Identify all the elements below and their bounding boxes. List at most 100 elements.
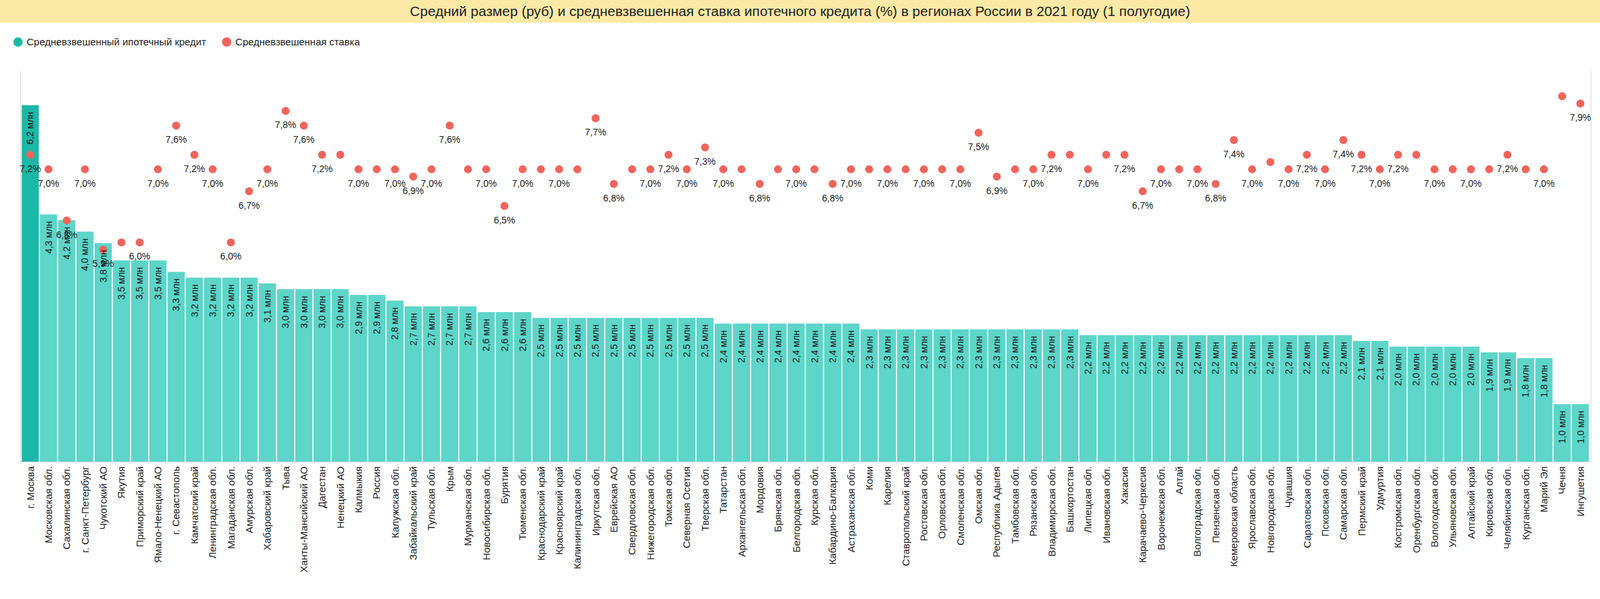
bar-label: 2,7 млн: [408, 312, 419, 346]
x-tick: Забайкальский край: [407, 466, 419, 560]
category-label: Чечня: [1556, 466, 1568, 494]
x-axis-line: [22, 461, 1590, 462]
rate-label: 7,2%: [1296, 163, 1318, 174]
x-tick: Удмуртия: [1374, 466, 1386, 510]
category-label: Брянская обл.: [772, 466, 784, 532]
category-label: Карелия: [881, 466, 893, 506]
rate-dot: [245, 187, 254, 196]
bar-label: 2,4 млн: [845, 330, 856, 363]
rate-dot: [664, 150, 673, 159]
title: Средний размер (руб) и средневзвешенная …: [410, 3, 1190, 19]
x-tick: Липецкая обл.: [1082, 466, 1094, 533]
rate-dot: [1193, 165, 1202, 174]
category-label: Курганская обл.: [1520, 466, 1532, 540]
bar: [1152, 334, 1170, 462]
rate-label: 6,8%: [822, 192, 844, 204]
rate-label: 7,0%: [840, 178, 862, 189]
bar-label: 2,2 млн: [1210, 341, 1221, 374]
rate-label: 7,0%: [950, 178, 972, 189]
x-tick: Калужская обл.: [389, 466, 401, 538]
rate-label: 7,0%: [876, 178, 898, 189]
x-tick: Самарская обл.: [1337, 466, 1349, 540]
bar-label: 2,5 млн: [608, 324, 620, 358]
category-label: Костромская обл.: [1392, 466, 1404, 548]
category-label: Сахалинская обл.: [60, 466, 72, 550]
x-tick: Белгородская обл.: [790, 466, 802, 552]
rate-label: 7,0%: [1424, 178, 1446, 189]
category-label: Вологодская обл.: [1428, 466, 1440, 547]
x-tick: Костромская обл.: [1392, 466, 1404, 548]
category-label: Хабаровский край: [261, 466, 273, 550]
rate-dot: [500, 202, 509, 210]
bar: [477, 312, 495, 462]
rate-dot: [263, 165, 272, 174]
rate-label: 7,4%: [1332, 148, 1354, 160]
bar: [22, 105, 40, 462]
category-label: Липецкая обл.: [1082, 466, 1094, 533]
bar: [1280, 334, 1298, 462]
bar: [496, 312, 514, 462]
bar: [1535, 358, 1553, 462]
rate-label: 6,8%: [1205, 192, 1227, 204]
bar: [459, 306, 477, 462]
rate-dot: [318, 150, 326, 159]
rate-dot: [1248, 165, 1256, 174]
x-tick: Тульская обл.: [425, 466, 437, 530]
x-tick: Ставропольский край: [900, 466, 912, 566]
rate-dot: [1084, 165, 1092, 174]
bar-label: 3,0 млн: [334, 295, 346, 328]
bar: [1006, 329, 1024, 462]
x-tick: Республика Адыгея: [990, 466, 1002, 558]
bar-label: 2,6 млн: [517, 318, 528, 352]
bar: [732, 323, 750, 462]
x-tick: Свердловская обл.: [626, 466, 638, 555]
rate-label: 7,0%: [256, 178, 278, 189]
bar: [1371, 340, 1389, 462]
x-tick: Ненецкий АО: [334, 466, 346, 528]
bar-label: 2,5 млн: [681, 324, 692, 358]
bar: [313, 288, 331, 462]
bar: [76, 231, 94, 462]
rate-dot: [682, 165, 691, 174]
category-label: Еврейская АО: [608, 466, 620, 532]
y2-axis-line: [1590, 71, 1592, 462]
bar: [149, 260, 167, 462]
category-label: Красноярский край: [553, 466, 565, 555]
bar-label: 2,2 млн: [1174, 341, 1185, 374]
category-label: Забайкальский край: [407, 466, 419, 560]
rate-label: 7,0%: [1022, 178, 1044, 189]
rate-label: 7,0%: [475, 178, 497, 189]
bar: [1480, 352, 1498, 462]
bar-label: 3,2 млн: [189, 284, 200, 317]
x-tick: Алтайский край: [1465, 466, 1477, 539]
rate-label: 7,0%: [202, 178, 224, 189]
category-label: Северная Осетия: [680, 466, 692, 548]
rate-dot: [756, 180, 764, 188]
category-label: Краснодарский край: [535, 466, 547, 560]
bar-label: 2,1 млн: [1356, 347, 1367, 380]
category-label: Новосибирская обл.: [480, 466, 492, 560]
rate-dot: [1211, 180, 1220, 188]
bar-label: 2,2 млн: [1320, 341, 1331, 374]
x-tick: Курская обл.: [808, 466, 820, 526]
rate-dot: [536, 165, 545, 174]
x-tick: г. Севастополь: [170, 466, 182, 535]
category-label: г. Санкт-Петербург: [79, 465, 91, 552]
rate-label: 7,0%: [348, 178, 370, 189]
category-label: Ростовская обл.: [918, 466, 930, 541]
bar: [112, 260, 130, 462]
bar: [842, 323, 860, 462]
category-label: Чукотский АО: [97, 466, 109, 530]
bar: [1572, 404, 1590, 462]
x-tick: Брянская обл.: [772, 466, 784, 532]
bar-label: 2,3 млн: [973, 336, 984, 369]
x-tick: Новосибирская обл.: [480, 466, 492, 560]
x-tick: Краснодарский край: [535, 466, 547, 560]
rate-dot: [1503, 150, 1512, 159]
rate-dot: [573, 165, 582, 174]
bar: [422, 306, 440, 462]
bar: [1408, 346, 1426, 462]
category-label: Дагестан: [316, 466, 328, 508]
bar: [550, 318, 568, 462]
bar: [532, 318, 550, 462]
